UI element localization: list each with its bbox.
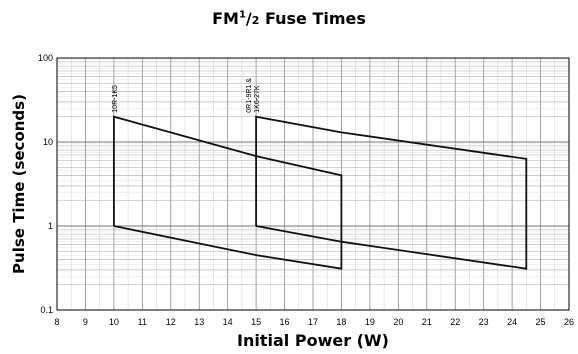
x-tick-label: 20 bbox=[393, 317, 403, 327]
annotations: 10R-1K5 0R1-9R1 & 1K6-27K bbox=[112, 78, 261, 113]
x-tick-label: 8 bbox=[54, 317, 59, 327]
x-tick-label: 19 bbox=[365, 317, 375, 327]
series-outline-2 bbox=[255, 115, 528, 270]
grid bbox=[56, 58, 570, 311]
x-tick-label: 12 bbox=[166, 317, 176, 327]
x-tick-label: 24 bbox=[507, 317, 517, 327]
x-tick-label: 26 bbox=[564, 317, 574, 327]
y-tick-label: 100 bbox=[38, 53, 53, 63]
x-tick-label: 16 bbox=[280, 317, 290, 327]
title-slash: / bbox=[245, 9, 252, 28]
chart-title: FM1/2 Fuse Times bbox=[0, 9, 578, 28]
title-suffix: Fuse Times bbox=[259, 9, 366, 28]
x-axis-label: Initial Power (W) bbox=[237, 331, 389, 350]
annotation-label-2: 1K6-27K bbox=[254, 85, 261, 113]
x-tick-label: 21 bbox=[422, 317, 432, 327]
title-prefix: FM bbox=[212, 9, 239, 28]
series-outline-1 bbox=[113, 115, 343, 270]
y-axis-label: Pulse Time (seconds) bbox=[10, 94, 28, 274]
x-tick-label: 9 bbox=[83, 317, 88, 327]
x-tick-label: 25 bbox=[536, 317, 546, 327]
x-tick-label: 15 bbox=[251, 317, 261, 327]
x-tick-label: 18 bbox=[336, 317, 346, 327]
x-tick-label: 13 bbox=[194, 317, 204, 327]
x-tick-label: 17 bbox=[308, 317, 318, 327]
y-tick-label: 1 bbox=[48, 221, 53, 231]
plot-frame bbox=[56, 57, 570, 311]
x-tick-label: 23 bbox=[479, 317, 489, 327]
title-denominator: 2 bbox=[251, 14, 260, 27]
x-tick-label: 10 bbox=[109, 317, 119, 327]
x-tick-label: 11 bbox=[138, 317, 147, 327]
x-tick-label: 22 bbox=[450, 317, 460, 327]
tick-labels: 8 9 10 11 12 13 14 15 16 17 18 19 20 21 22 23 24 25 26 100 1… bbox=[38, 53, 574, 327]
x-tick-label: 14 bbox=[223, 317, 233, 327]
annotation-label-1: 10R-1K5 bbox=[112, 85, 119, 113]
title-superscript: 1 bbox=[238, 9, 246, 21]
y-tick-label: 10 bbox=[43, 137, 53, 147]
annotation-label-2: 0R1-9R1 & bbox=[246, 78, 253, 113]
y-tick-label: 0.1 bbox=[40, 305, 53, 315]
series-layer bbox=[113, 115, 528, 270]
